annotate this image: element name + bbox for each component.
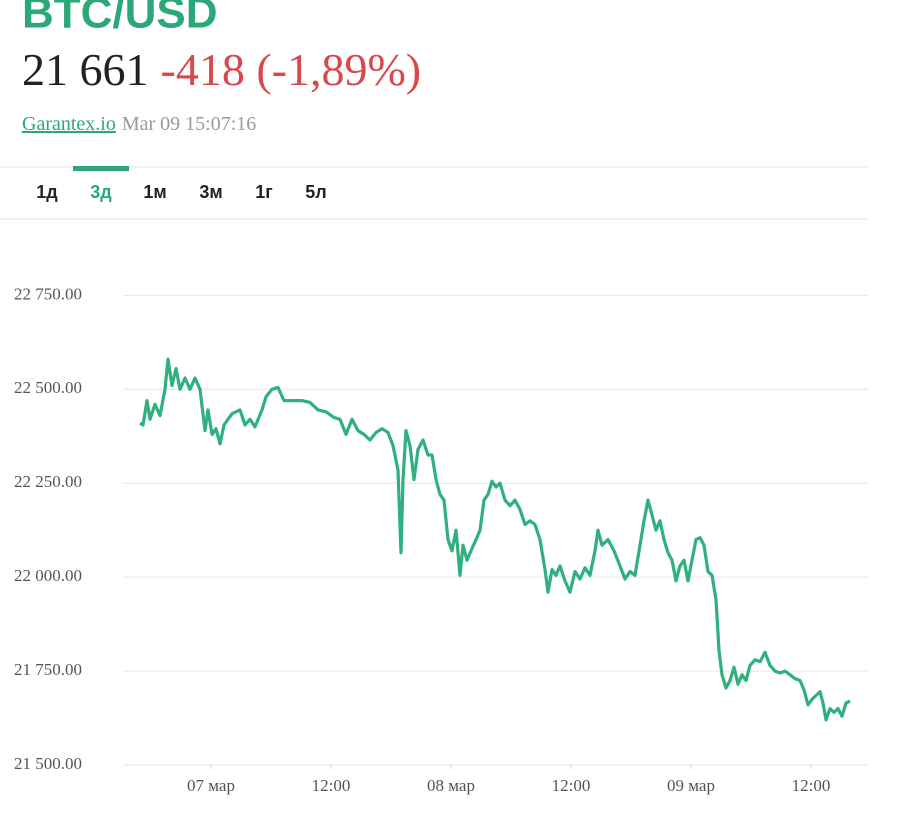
price-line: 21 661 -418 (-1,89%) xyxy=(22,44,421,95)
period-tab[interactable]: 1г xyxy=(255,182,273,202)
period-tab[interactable]: 1д xyxy=(36,182,58,202)
y-tick-label: 22 500.00 xyxy=(14,378,82,397)
period-tab[interactable]: 5л xyxy=(305,182,326,202)
x-tick-label: 07 мар xyxy=(187,776,235,795)
y-tick-label: 21 500.00 xyxy=(14,754,82,773)
pair-title: BTC/USD xyxy=(22,0,218,38)
source-link[interactable]: Garantex.io xyxy=(22,113,116,135)
x-tick-label: 08 мар xyxy=(427,776,475,795)
x-tick-label: 12:00 xyxy=(792,776,831,795)
active-tab-indicator xyxy=(73,166,129,171)
y-tick-label: 21 750.00 xyxy=(14,660,82,679)
price-change: -418 (-1,89%) xyxy=(161,44,422,95)
price-line xyxy=(139,357,851,722)
source-line: Garantex.io Mar 09 15:07:16 xyxy=(22,113,256,135)
timestamp: Mar 09 15:07:16 xyxy=(122,113,256,135)
y-tick-label: 22 750.00 xyxy=(14,284,82,303)
period-tab[interactable]: 1м xyxy=(143,182,166,202)
chart: 21 500.00 21 750.00 22 000.00 22 250.00 22 5… xyxy=(14,284,868,795)
x-tick-label: 12:00 xyxy=(552,776,591,795)
y-tick-label: 22 000.00 xyxy=(14,566,82,585)
tabs: 1д 3д 1м 3м 1г 5л xyxy=(36,182,326,202)
period-tab[interactable]: 3м xyxy=(199,182,222,202)
y-tick-label: 22 250.00 xyxy=(14,472,82,491)
x-tick-label: 12:00 xyxy=(312,776,351,795)
x-tick-label: 09 мар xyxy=(667,776,715,795)
period-tab[interactable]: 3д xyxy=(90,182,112,202)
price: 21 661 xyxy=(22,44,149,95)
